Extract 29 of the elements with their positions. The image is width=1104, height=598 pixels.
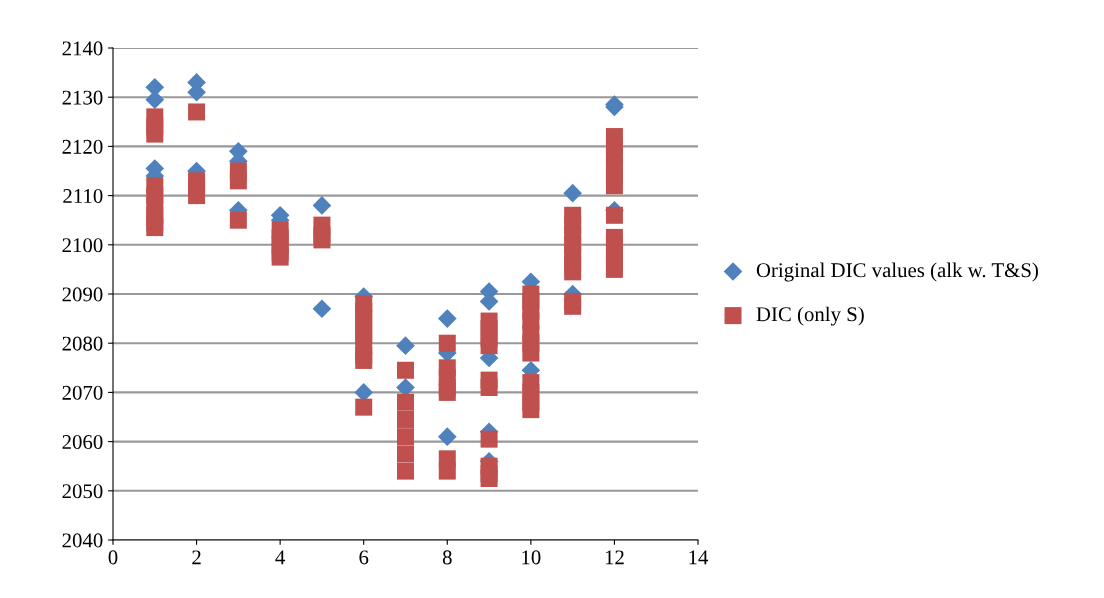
x-tick-label: 2 bbox=[192, 550, 201, 565]
x-tick-label: 14 bbox=[689, 550, 709, 565]
x-tick-label: 12 bbox=[605, 550, 624, 565]
point bbox=[312, 196, 332, 215]
y-tick-label: 2090 bbox=[62, 287, 103, 302]
y-tick-label: 2100 bbox=[62, 238, 103, 253]
y-tick-label: 2040 bbox=[62, 533, 103, 548]
point bbox=[354, 383, 374, 402]
y-tick-label: 2080 bbox=[62, 336, 103, 351]
y-tick-label: 2130 bbox=[62, 90, 103, 105]
y-tick-label: 2140 bbox=[62, 41, 103, 56]
point bbox=[312, 299, 332, 319]
y-tick-label: 2070 bbox=[62, 385, 103, 400]
point bbox=[145, 90, 165, 109]
y-tick-label: 2120 bbox=[62, 139, 103, 154]
point bbox=[563, 183, 582, 203]
x-tick-label: 4 bbox=[275, 550, 286, 565]
point bbox=[437, 309, 457, 328]
y-tick-label: 2110 bbox=[63, 188, 103, 204]
point bbox=[396, 336, 415, 355]
x-tick-label: 8 bbox=[442, 550, 452, 565]
x-tick-label: 10 bbox=[522, 550, 541, 565]
x-tick-label: 0 bbox=[108, 550, 118, 565]
point bbox=[437, 427, 457, 446]
legend-label: DIC (only S) bbox=[756, 306, 864, 326]
y-tick-label: 2060 bbox=[62, 434, 103, 450]
y-tick-label: 2050 bbox=[62, 484, 103, 499]
legend-label: Original DIC values (alk w. T&S) bbox=[756, 262, 1038, 282]
x-tick-label: 6 bbox=[359, 550, 369, 565]
